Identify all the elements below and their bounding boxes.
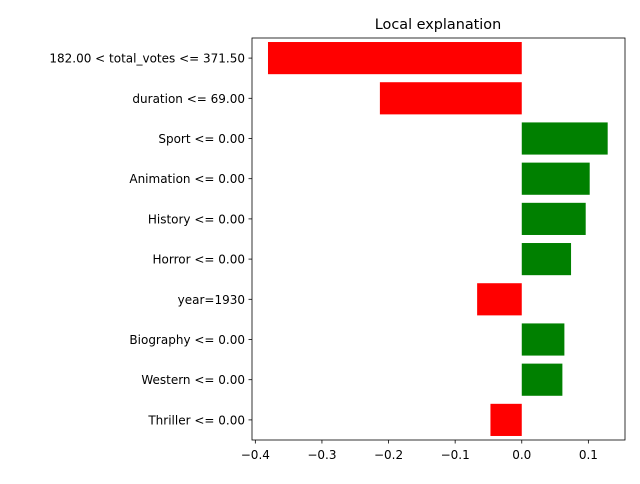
bars-layer — [267, 42, 608, 436]
xtick-label-4: 0.0 — [512, 448, 531, 462]
axes-layer: 182.00 < total_votes <= 371.50 duration <… — [49, 37, 626, 462]
bar-1 — [379, 82, 522, 115]
bar-3 — [521, 162, 590, 195]
bar-6 — [477, 283, 522, 316]
ytick-label-1: duration <= 69.00 — [132, 92, 245, 106]
xtick-label-5: 0.1 — [579, 448, 598, 462]
ytick-label-4: History <= 0.00 — [148, 212, 245, 226]
xtick-label-2: −0.2 — [374, 448, 403, 462]
ytick-label-2: Sport <= 0.00 — [158, 132, 245, 146]
ytick-label-0: 182.00 < total_votes <= 371.50 — [49, 52, 245, 66]
chart-title: Local explanation — [375, 17, 501, 33]
ytick-label-7: Biography <= 0.00 — [129, 333, 245, 347]
ytick-label-6: year=1930 — [178, 293, 245, 307]
bar-0 — [267, 42, 522, 75]
ytick-label-3: Animation <= 0.00 — [129, 172, 245, 186]
bar-7 — [521, 323, 565, 356]
xtick-label-1: −0.3 — [307, 448, 336, 462]
ytick-label-9: Thriller <= 0.00 — [147, 413, 245, 427]
ytick-label-8: Western <= 0.00 — [141, 373, 245, 387]
xtick-label-0: −0.4 — [241, 448, 270, 462]
xtick-label-3: −0.1 — [441, 448, 470, 462]
plot-frame — [251, 37, 626, 441]
ytick-label-5: Horror <= 0.00 — [153, 253, 246, 267]
bar-2 — [521, 122, 608, 155]
bar-5 — [521, 243, 572, 276]
bar-8 — [521, 363, 563, 396]
bar-9 — [490, 403, 522, 436]
bar-4 — [521, 202, 586, 235]
